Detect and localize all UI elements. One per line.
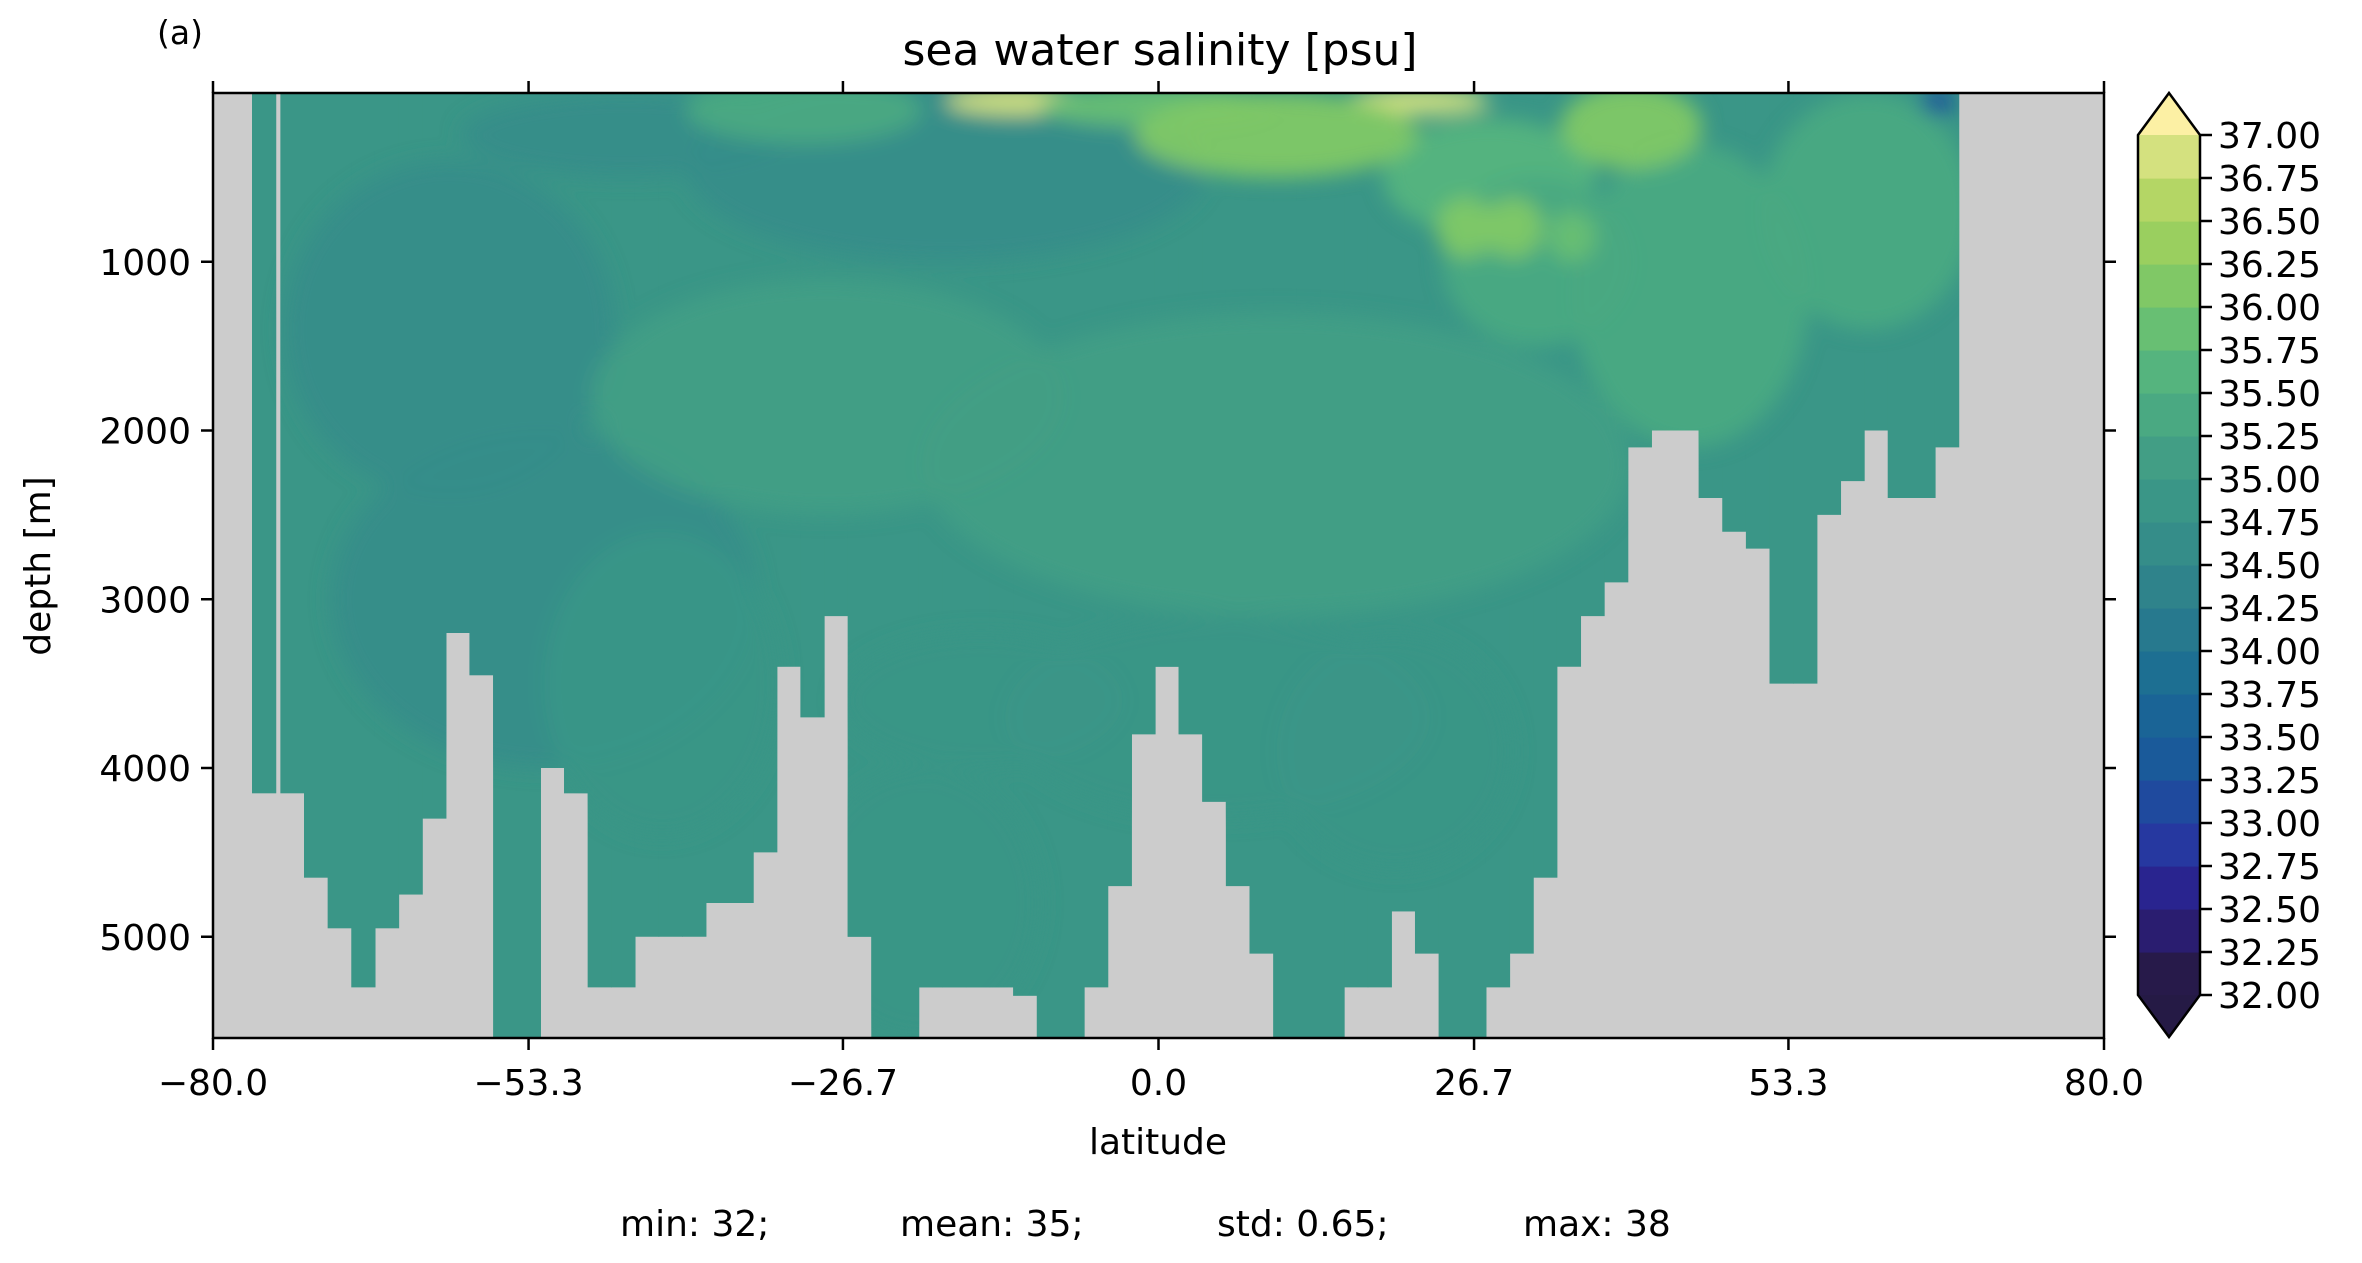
salinity-region [1276, 633, 1514, 870]
stat-max: max: 38 [1523, 1204, 1671, 1245]
colorbar-segment [2138, 565, 2200, 609]
colorbar-extend-bottom [2138, 995, 2200, 1037]
colorbar-tick-label: 34.75 [2218, 503, 2321, 544]
salinity-region [1134, 93, 1419, 178]
colorbar-tick-label: 35.00 [2218, 460, 2321, 501]
ocean-column [304, 93, 329, 878]
chart-title: sea water salinity [psu] [902, 25, 1417, 76]
colorbar-segment [2138, 221, 2200, 265]
x-tick-label: −26.7 [788, 1063, 898, 1104]
salinity-region [1560, 93, 1703, 169]
colorbar-segment [2138, 479, 2200, 523]
colorbar-segment [2138, 350, 2200, 394]
salinity-field [283, 93, 1960, 1038]
y-tick-label: 3000 [99, 580, 191, 621]
colorbar-tick-label: 33.00 [2218, 804, 2321, 845]
colorbar-segment [2138, 522, 2200, 566]
y-axis-label: depth [m] [18, 476, 59, 655]
colorbar-tick-label: 33.50 [2218, 718, 2321, 759]
colorbar-extend-top [2138, 93, 2200, 135]
colorbar-segment [2138, 952, 2200, 996]
colorbar-segment [2138, 307, 2200, 351]
colorbar-tick-label: 32.25 [2218, 933, 2321, 974]
colorbar-tick-label: 32.00 [2218, 976, 2321, 1017]
colorbar-segment [2138, 393, 2200, 437]
colorbar-tick-label: 36.50 [2218, 202, 2321, 243]
stats-line: min: 32; mean: 35; std: 0.65; max: 38 [620, 1204, 1671, 1245]
colorbar-tick-label: 34.00 [2218, 632, 2321, 673]
colorbar-tick-label: 34.25 [2218, 589, 2321, 630]
colorbar-tick-label: 36.25 [2218, 245, 2321, 286]
colorbar-segment [2138, 866, 2200, 910]
colorbar-tick-label: 37.00 [2218, 116, 2321, 157]
panel-label: (a) [157, 13, 203, 52]
salinity-blobs [283, 93, 1960, 1038]
salinity-region [1436, 197, 1496, 259]
colorbar-tick-label: 35.50 [2218, 374, 2321, 415]
ocean-column [252, 93, 277, 794]
salinity-region [1761, 93, 1960, 330]
colorbar-segment [2138, 780, 2200, 824]
y-tick-label: 2000 [99, 412, 191, 453]
y-tick-label: 1000 [99, 243, 191, 284]
colorbar-segment [2138, 909, 2200, 953]
plot-area [213, 93, 2104, 1038]
colorbar: 32.0032.2532.5032.7533.0033.2533.5033.75… [2136, 90, 2321, 1040]
colorbar-segment [2138, 823, 2200, 867]
colorbar-tick-label: 36.75 [2218, 159, 2321, 200]
colorbar-tick-label: 33.25 [2218, 761, 2321, 802]
colorbar-tick-label: 32.75 [2218, 847, 2321, 888]
colorbar-tick-label: 35.25 [2218, 417, 2321, 458]
x-tick-label: −53.3 [473, 1063, 583, 1104]
x-tick-label: 80.0 [2064, 1063, 2144, 1104]
y-tick-label: 4000 [99, 749, 191, 790]
colorbar-tick-label: 33.75 [2218, 675, 2321, 716]
colorbar-segment [2138, 694, 2200, 738]
y-tick-label: 5000 [99, 918, 191, 959]
colorbar-tick-label: 32.50 [2218, 890, 2321, 931]
stat-std: std: 0.65; [1217, 1204, 1389, 1245]
salinity-region [685, 93, 923, 144]
x-tick-label: 26.7 [1434, 1063, 1514, 1104]
x-tick-label: −80.0 [158, 1063, 268, 1104]
salinity-region [1483, 197, 1543, 259]
salinity-region [1572, 143, 1809, 448]
y-axis: 1000 2000 3000 4000 5000 [99, 243, 2116, 959]
ocean-column [280, 93, 305, 794]
colorbar-segment [2138, 737, 2200, 781]
colorbar-segment [2138, 436, 2200, 480]
colorbar-segment [2138, 135, 2200, 179]
salinity-region [1548, 211, 1596, 262]
colorbar-tick-label: 35.75 [2218, 331, 2321, 372]
x-axis: −80.0 −53.3 −26.7 0.0 26.7 53.3 80.0 [158, 81, 2144, 1104]
colorbar-segment [2138, 264, 2200, 308]
colorbar-tick-label: 34.50 [2218, 546, 2321, 587]
colorbar-segment [2138, 178, 2200, 222]
salinity-region [283, 160, 615, 498]
salinity-region [543, 531, 781, 836]
colorbar-segment [2138, 651, 2200, 695]
stat-mean: mean: 35; [900, 1204, 1084, 1245]
colorbar-tick-label: 36.00 [2218, 288, 2321, 329]
x-tick-label: 53.3 [1748, 1063, 1828, 1104]
colorbar-segment [2138, 608, 2200, 652]
x-axis-label: latitude [1089, 1122, 1227, 1163]
salinity-region [922, 312, 1632, 617]
salinity-region [1920, 93, 1957, 115]
x-tick-label: 0.0 [1130, 1063, 1187, 1104]
stat-min: min: 32; [620, 1204, 769, 1245]
